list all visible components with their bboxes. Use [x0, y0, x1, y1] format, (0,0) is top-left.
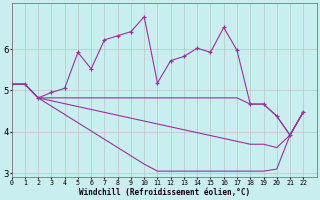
X-axis label: Windchill (Refroidissement éolien,°C): Windchill (Refroidissement éolien,°C) — [78, 188, 250, 197]
